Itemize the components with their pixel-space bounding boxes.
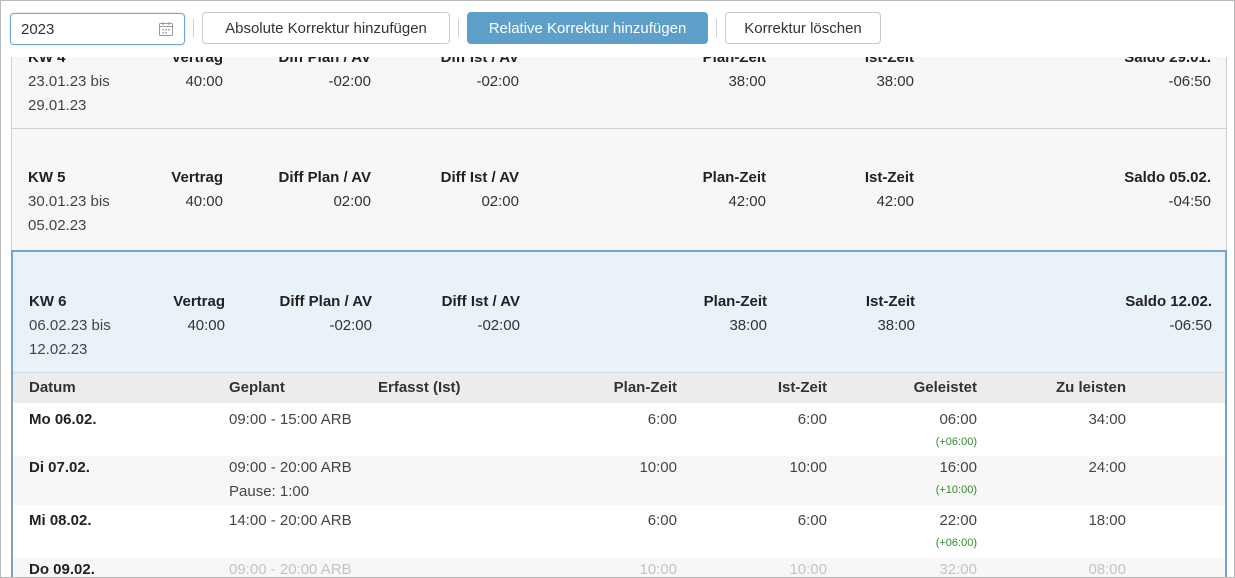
week-row-kw6[interactable]: KW 6 06.02.23 bis 12.02.23 Vertrag 40:00 … bbox=[11, 250, 1227, 374]
vertrag-label: Vertrag bbox=[171, 169, 223, 186]
diff-plan-value: -02:00 bbox=[328, 73, 371, 90]
table-row[interactable]: Mo 06.02. 09:00 - 15:00 ARB 6:00 6:00 06… bbox=[13, 403, 1225, 456]
row-plan-zeit: 6:00 bbox=[647, 411, 677, 428]
vertrag-value: 40:00 bbox=[185, 193, 223, 210]
row-geplant: 09:00 - 15:00 ARB bbox=[229, 411, 352, 428]
row-datum: Di 07.02. bbox=[29, 459, 90, 476]
table-row[interactable]: Do 09.02. 09:00 - 20:00 ARB 10:00 10:00 … bbox=[13, 558, 1225, 578]
year-picker-input[interactable]: 2023 bbox=[10, 13, 185, 45]
ist-zeit-label: Ist-Zeit bbox=[865, 293, 915, 310]
row-geleistet: 16:00 bbox=[939, 459, 977, 476]
row-geleistet-delta: (+06:00) bbox=[935, 436, 977, 448]
toolbar: 2023 Absolute Korrektur hinzufügen Relat… bbox=[1, 1, 1234, 57]
table-row[interactable]: Mi 08.02. 14:00 - 20:00 ARB 6:00 6:00 22… bbox=[13, 505, 1225, 558]
diff-ist-label: Diff Ist / AV bbox=[440, 169, 519, 186]
row-pause: Pause: 1:00 bbox=[229, 483, 310, 500]
row-geplant: 14:00 - 20:00 ARB bbox=[229, 512, 352, 529]
diff-ist-value: -02:00 bbox=[477, 317, 520, 334]
plan-zeit-value: 38:00 bbox=[729, 317, 767, 334]
saldo-value: -04:50 bbox=[1168, 193, 1211, 210]
row-ist-zeit: 10:00 bbox=[789, 561, 827, 578]
toolbar-divider bbox=[716, 19, 717, 37]
week-date-range: 23.01.23 bis 29.01.23 bbox=[28, 73, 110, 114]
delete-correction-button[interactable]: Korrektur löschen bbox=[725, 12, 881, 44]
table-row[interactable]: Di 07.02. 09:00 - 20:00 ARB Pause: 1:00 … bbox=[13, 456, 1225, 505]
diff-ist-value: 02:00 bbox=[481, 193, 519, 210]
header-datum: Datum bbox=[29, 379, 76, 396]
plan-zeit-label: Plan-Zeit bbox=[702, 169, 766, 186]
ist-zeit-value: 38:00 bbox=[877, 317, 915, 334]
row-geplant: 09:00 - 20:00 ARB bbox=[229, 459, 352, 476]
add-absolute-correction-button[interactable]: Absolute Korrektur hinzufügen bbox=[202, 12, 450, 44]
header-geplant: Geplant bbox=[229, 379, 285, 396]
plan-zeit-value: 38:00 bbox=[728, 73, 766, 90]
calendar-icon[interactable] bbox=[158, 21, 174, 37]
row-zu-leisten: 34:00 bbox=[1088, 411, 1126, 428]
row-ist-zeit: 6:00 bbox=[797, 411, 827, 428]
plan-zeit-label: Plan-Zeit bbox=[703, 293, 767, 310]
week-kw-label: KW 5 bbox=[28, 169, 66, 186]
row-datum: Do 09.02. bbox=[29, 561, 95, 578]
row-ist-zeit: 6:00 bbox=[797, 512, 827, 529]
toolbar-divider bbox=[458, 19, 459, 37]
week-row-kw5[interactable]: KW 5 30.01.23 bis 05.02.23 Vertrag 40:00 … bbox=[11, 128, 1227, 251]
row-geleistet: 06:00 bbox=[939, 411, 977, 428]
vertrag-label: Vertrag bbox=[173, 293, 225, 310]
diff-plan-value: -02:00 bbox=[329, 317, 372, 334]
row-geleistet: 32:00 bbox=[939, 561, 977, 578]
table-header: Datum Geplant Erfasst (Ist) Plan-Zeit Is… bbox=[13, 372, 1225, 403]
add-relative-correction-button[interactable]: Relative Korrektur hinzufügen bbox=[467, 12, 708, 44]
ist-zeit-value: 38:00 bbox=[876, 73, 914, 90]
ist-zeit-value: 42:00 bbox=[876, 193, 914, 210]
vertrag-value: 40:00 bbox=[187, 317, 225, 334]
week-detail-table: Datum Geplant Erfasst (Ist) Plan-Zeit Is… bbox=[11, 372, 1227, 578]
saldo-label: Saldo 12.02. bbox=[1125, 293, 1212, 310]
diff-plan-value: 02:00 bbox=[333, 193, 371, 210]
vertrag-value: 40:00 bbox=[185, 73, 223, 90]
diff-plan-label: Diff Plan / AV bbox=[278, 169, 371, 186]
header-zu-leisten: Zu leisten bbox=[1055, 379, 1126, 396]
row-geplant: 09:00 - 20:00 ARB bbox=[229, 561, 352, 578]
week-date-range: 30.01.23 bis 05.02.23 bbox=[28, 193, 110, 234]
row-geleistet-delta: (+06:00) bbox=[935, 537, 977, 549]
saldo-label: Saldo 05.02. bbox=[1124, 169, 1211, 186]
row-plan-zeit: 10:00 bbox=[639, 561, 677, 578]
saldo-value: -06:50 bbox=[1169, 317, 1212, 334]
row-geleistet-delta: (+10:00) bbox=[935, 484, 977, 496]
week-date-range: 06.02.23 bis 12.02.23 bbox=[29, 317, 111, 358]
row-datum: Mi 08.02. bbox=[29, 512, 92, 529]
header-plan-zeit: Plan-Zeit bbox=[613, 379, 677, 396]
ist-zeit-label: Ist-Zeit bbox=[864, 169, 914, 186]
diff-ist-label: Diff Ist / AV bbox=[441, 293, 520, 310]
row-zu-leisten: 08:00 bbox=[1088, 561, 1126, 578]
diff-ist-value: -02:00 bbox=[476, 73, 519, 90]
row-zu-leisten: 24:00 bbox=[1088, 459, 1126, 476]
header-geleistet: Geleistet bbox=[913, 379, 977, 396]
saldo-value: -06:50 bbox=[1168, 73, 1211, 90]
row-plan-zeit: 10:00 bbox=[639, 459, 677, 476]
year-value: 2023 bbox=[21, 20, 55, 38]
week-kw-label: KW 6 bbox=[29, 293, 67, 310]
row-plan-zeit: 6:00 bbox=[647, 512, 677, 529]
row-datum: Mo 06.02. bbox=[29, 411, 97, 428]
toolbar-divider bbox=[193, 19, 194, 37]
row-ist-zeit: 10:00 bbox=[789, 459, 827, 476]
row-geleistet: 22:00 bbox=[939, 512, 977, 529]
diff-plan-label: Diff Plan / AV bbox=[279, 293, 372, 310]
row-zu-leisten: 18:00 bbox=[1088, 512, 1126, 529]
header-erfasst: Erfasst (Ist) bbox=[378, 379, 461, 396]
plan-zeit-value: 42:00 bbox=[728, 193, 766, 210]
header-ist-zeit: Ist-Zeit bbox=[777, 379, 827, 396]
